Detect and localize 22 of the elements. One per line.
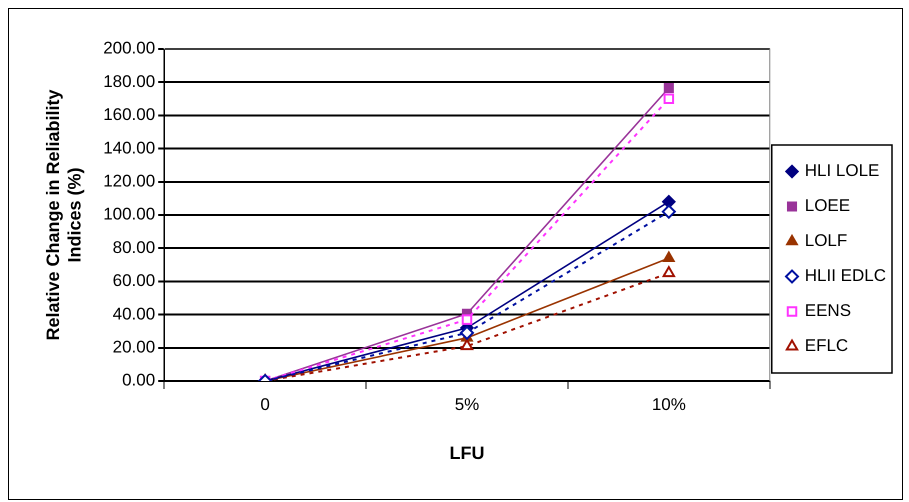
y-tick-label: 80.00 <box>112 238 156 257</box>
legend-label: EFLC <box>804 336 848 356</box>
x-tick-label: 5% <box>454 394 480 414</box>
x-tick-label: 10% <box>652 394 686 414</box>
y-tick-label: 200.00 <box>103 38 156 58</box>
y-tick-label: 0.00 <box>122 370 156 390</box>
y-tick-label: 20.00 <box>112 337 156 356</box>
legend-label: HLI LOLE <box>804 161 880 180</box>
y-tick-label: 40.00 <box>112 304 156 324</box>
y-tick-label: 120.00 <box>103 171 156 190</box>
x-tick-label: 0 <box>260 394 270 414</box>
y-tick-label: 60.00 <box>112 271 156 290</box>
legend-label: LOEE <box>804 196 850 216</box>
legend-label: HLII EDLC <box>804 266 886 286</box>
y-axis-title: Relative Change in Reliability Indices (%) <box>42 89 84 341</box>
y-tick-label: 140.00 <box>103 138 156 158</box>
legend-label: EENS <box>804 301 852 320</box>
x-axis-title: LFU <box>449 443 484 464</box>
y-tick-label: 180.00 <box>103 72 156 91</box>
legend-label: LOLF <box>804 231 848 250</box>
y-tick-label: 100.00 <box>103 204 156 224</box>
y-tick-label: 160.00 <box>103 105 156 124</box>
